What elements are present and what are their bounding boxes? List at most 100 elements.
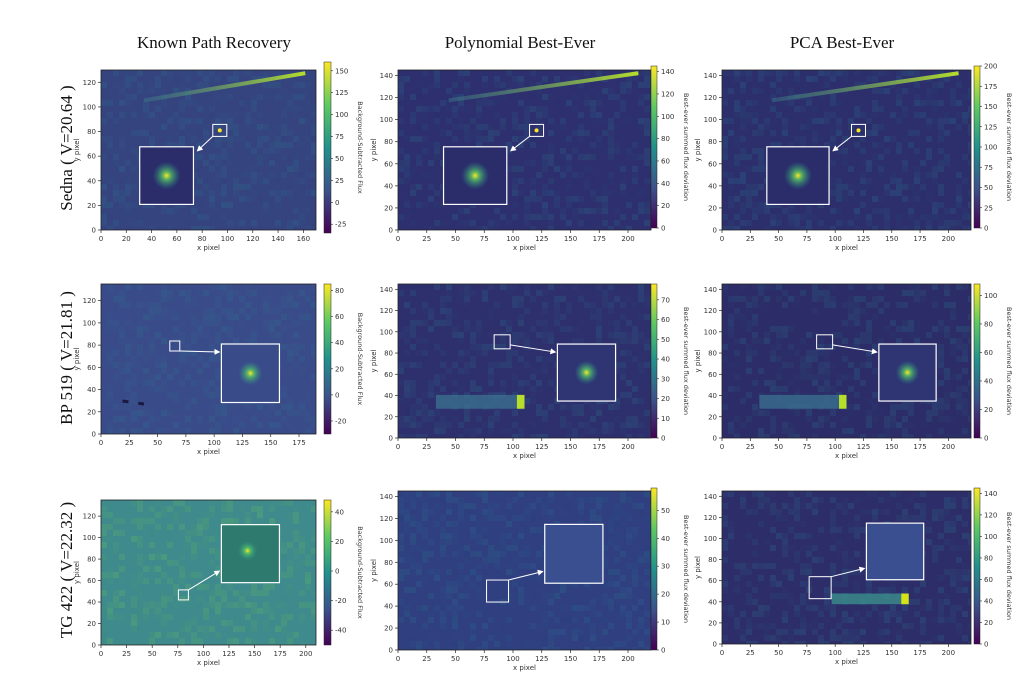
trail-streak (448, 71, 639, 103)
x-tick-label: 80 (198, 235, 207, 243)
x-tick-label: 75 (480, 235, 489, 243)
zoom-arrow (832, 344, 878, 355)
colorbar-tick-label: 60 (661, 316, 670, 324)
target-box (808, 576, 832, 600)
y-tick-label: 0 (713, 641, 717, 649)
colorbar-tick-label: 120 (661, 90, 674, 98)
y-tick-label: 0 (713, 227, 717, 235)
colorbar-tick-label: 80 (984, 320, 993, 328)
x-tick-label: 75 (802, 443, 811, 451)
colorbar-tick-label: 100 (984, 533, 997, 541)
y-tick-label: 140 (380, 493, 393, 501)
x-tick-label: 200 (621, 443, 634, 451)
y-axis-label: y pixel (694, 556, 702, 579)
y-tick-label: 60 (384, 581, 393, 589)
x-tick-label: 100 (506, 655, 519, 663)
x-tick-label: 60 (172, 235, 181, 243)
colorbar-tick-label: 150 (984, 103, 997, 111)
x-tick-label: 125 (857, 649, 870, 657)
colorbar-tick-label: 175 (984, 83, 997, 91)
y-tick-label: 80 (87, 342, 96, 350)
zoom-source (895, 360, 920, 385)
x-tick-label: 0 (396, 655, 400, 663)
heatmap-image (101, 500, 316, 645)
y-tick-label: 100 (83, 534, 96, 542)
x-tick-label: 0 (396, 443, 400, 451)
x-tick-label: 200 (942, 235, 955, 243)
target-box (177, 589, 189, 601)
heatmap-image (722, 70, 971, 230)
y-tick-label: 60 (87, 153, 96, 161)
x-tick-label: 50 (774, 235, 783, 243)
x-tick-label: 150 (248, 650, 261, 658)
y-tick-label: 120 (704, 94, 717, 102)
colorbar-tick-label: 40 (984, 597, 993, 605)
colorbar (973, 283, 981, 439)
y-tick-label: 60 (708, 577, 717, 585)
trail-streak (143, 71, 306, 103)
x-tick-label: 125 (236, 439, 249, 447)
colorbar (323, 283, 332, 435)
y-tick-label: 100 (83, 319, 96, 327)
x-tick-label: 75 (181, 439, 190, 447)
y-tick-label: 120 (704, 307, 717, 315)
x-tick-label: 125 (857, 235, 870, 243)
y-tick-label: 0 (389, 227, 393, 235)
zoom-source (238, 361, 263, 386)
y-tick-label: 80 (708, 138, 717, 146)
x-tick-label: 75 (802, 235, 811, 243)
panel-r1-c2: 0 25 50 75 100 125 150 175 200020406080100120140… (694, 283, 1013, 460)
x-tick-label: 50 (451, 655, 460, 663)
zoom-arrow (832, 136, 852, 152)
x-axis-label: x pixel (835, 452, 858, 460)
colorbar-tick-label: 0 (661, 647, 665, 655)
x-tick-label: 125 (535, 235, 548, 243)
x-tick-label: 50 (774, 649, 783, 657)
zoom-inset (865, 522, 925, 581)
y-tick-label: 40 (384, 603, 393, 611)
panel-r0-c1: 0 25 50 75 100 125 150 175 200020406080100120140… (370, 65, 690, 252)
x-tick-label: 25 (422, 235, 431, 243)
x-axis-label: x pixel (513, 244, 536, 252)
zoom-arrow (508, 569, 544, 581)
x-tick-label: 175 (593, 655, 606, 663)
zoom-source (237, 540, 258, 561)
trail-streak (831, 593, 907, 605)
y-tick-label: 60 (87, 364, 96, 372)
colorbar-tick-label: 20 (661, 395, 670, 403)
y-axis-label: y pixel (694, 349, 702, 372)
colorbar-label: Best-ever summed flux deviation (1005, 307, 1013, 415)
colorbar-tick-label: 40 (984, 377, 993, 385)
colorbar-tick-label: 0 (661, 225, 665, 233)
x-tick-label: 125 (222, 650, 235, 658)
target-box (529, 123, 545, 137)
panel-r0-c0: 0 20 40 60 80 100 120 140 160 0 20 40 60 80 100 120 x pi… (73, 61, 364, 252)
colorbar-label: Best-ever summed flux deviation (1005, 512, 1013, 620)
y-tick-label: 120 (83, 79, 96, 87)
axes-frame (100, 69, 317, 231)
colorbar-tick-label: 50 (661, 507, 670, 515)
colorbar-label: Background-Subtracted Flux (356, 313, 364, 406)
colorbar-tick-label: 40 (335, 339, 344, 347)
colorbar-tick-label: -25 (335, 221, 346, 229)
zoom-arrow (831, 566, 866, 578)
x-tick-label: 0 (99, 439, 103, 447)
y-tick-label: 140 (704, 72, 717, 80)
axes-frame (721, 490, 972, 645)
target-box (486, 579, 510, 603)
x-tick-label: 0 (720, 649, 724, 657)
y-tick-label: 80 (87, 128, 96, 136)
zoom-source (574, 360, 599, 385)
heatmap-noise (722, 70, 971, 230)
panel-r2-c2: 0 25 50 75 100 125 150 175 200020406080100120140… (694, 487, 1013, 666)
colorbar-tick-label: -20 (335, 597, 346, 605)
colorbar-tick-label: 0 (335, 391, 339, 399)
x-tick-label: 40 (147, 235, 156, 243)
y-axis-label: y pixel (73, 561, 81, 584)
x-tick-label: 160 (297, 235, 310, 243)
zoom-arrow (179, 348, 221, 355)
colorbar-tick-label: -20 (335, 417, 346, 425)
y-tick-label: 20 (384, 413, 393, 421)
x-tick-label: 100 (828, 649, 841, 657)
x-tick-label: 100 (197, 650, 210, 658)
